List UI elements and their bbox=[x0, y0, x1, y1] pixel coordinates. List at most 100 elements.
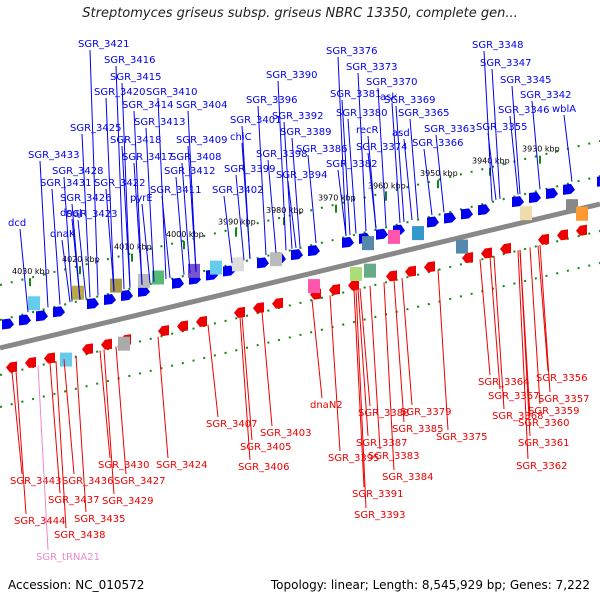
top-gene-label: ask bbox=[380, 92, 397, 103]
reverse-gene-arrow[interactable] bbox=[234, 306, 245, 318]
bottom-label-pointer bbox=[479, 259, 491, 376]
top-label-pointer bbox=[181, 162, 191, 274]
reverse-gene-arrow[interactable] bbox=[538, 233, 549, 245]
ruler-label: 3940 kbp bbox=[472, 157, 510, 166]
reverse-gene-arrow[interactable] bbox=[82, 343, 93, 355]
reverse-gene-arrow[interactable] bbox=[576, 224, 587, 236]
feature-block[interactable] bbox=[210, 260, 222, 275]
top-gene-label: SGR_3413 bbox=[134, 117, 186, 128]
reverse-gene-arrow[interactable] bbox=[6, 361, 17, 373]
reverse-gene-arrow[interactable] bbox=[196, 315, 207, 327]
top-label-pointer bbox=[235, 174, 245, 261]
forward-gene-arrow[interactable] bbox=[546, 187, 558, 199]
feature-block[interactable] bbox=[270, 252, 282, 267]
reverse-gene-arrow[interactable] bbox=[25, 357, 36, 368]
ruler-label: 3930 kbp bbox=[522, 145, 560, 154]
forward-gene-arrow[interactable] bbox=[257, 257, 269, 269]
reverse-gene-arrow[interactable] bbox=[348, 279, 359, 291]
feature-block[interactable] bbox=[110, 278, 122, 293]
forward-gene-arrow[interactable] bbox=[104, 294, 116, 306]
top-gene-label: pyrE bbox=[130, 193, 153, 204]
reverse-gene-arrow[interactable] bbox=[101, 338, 112, 350]
forward-gene-arrow[interactable] bbox=[376, 228, 388, 240]
reverse-gene-arrow[interactable] bbox=[386, 270, 397, 282]
top-label-pointer bbox=[51, 188, 61, 305]
forward-gene-arrow[interactable] bbox=[597, 176, 600, 187]
forward-gene-arrow[interactable] bbox=[87, 298, 99, 310]
bottom-label-pointer bbox=[383, 282, 395, 471]
feature-block[interactable] bbox=[362, 236, 374, 251]
top-gene-label: dnaK bbox=[50, 229, 76, 240]
forward-gene-arrow[interactable] bbox=[36, 310, 48, 322]
reverse-gene-arrow[interactable] bbox=[158, 325, 169, 337]
bottom-label-pointer bbox=[537, 245, 549, 372]
top-gene-label: SGR_3418 bbox=[110, 135, 162, 146]
reverse-gene-arrow[interactable] bbox=[500, 243, 511, 254]
reverse-gene-arrow[interactable] bbox=[557, 229, 568, 241]
reverse-gene-arrow[interactable] bbox=[253, 302, 264, 314]
forward-gene-arrow[interactable] bbox=[512, 196, 524, 208]
feature-block[interactable] bbox=[412, 226, 424, 241]
forward-gene-arrow[interactable] bbox=[2, 318, 14, 330]
forward-gene-arrow[interactable] bbox=[529, 192, 541, 204]
forward-gene-arrow[interactable] bbox=[291, 249, 303, 261]
bottom-gene-label: SGR_3362 bbox=[516, 461, 568, 472]
top-label-pointer bbox=[77, 219, 87, 299]
forward-gene-arrow[interactable] bbox=[53, 306, 65, 318]
bottom-gene-label: SGR_3435 bbox=[74, 514, 126, 525]
feature-block[interactable] bbox=[576, 206, 588, 221]
forward-gene-arrow[interactable] bbox=[563, 183, 575, 195]
forward-gene-arrow[interactable] bbox=[444, 212, 456, 224]
forward-gene-arrow[interactable] bbox=[478, 204, 490, 216]
feature-block[interactable] bbox=[72, 285, 84, 300]
reverse-gene-arrow[interactable] bbox=[424, 261, 435, 273]
bottom-label-pointer bbox=[103, 349, 115, 495]
feature-block[interactable] bbox=[388, 229, 400, 244]
reverse-gene-arrow[interactable] bbox=[177, 320, 188, 332]
top-gene-label: SGR_3428 bbox=[52, 166, 104, 177]
feature-block[interactable] bbox=[456, 239, 468, 254]
forward-gene-arrow[interactable] bbox=[121, 289, 133, 301]
reverse-gene-arrow[interactable] bbox=[329, 284, 340, 296]
top-label-pointer bbox=[81, 133, 91, 298]
reverse-gene-arrow[interactable] bbox=[44, 352, 55, 364]
ruler-label: 3980 kbp bbox=[266, 206, 304, 215]
feature-block[interactable] bbox=[308, 279, 320, 294]
feature-block[interactable] bbox=[152, 270, 164, 285]
top-gene-label: SGR_3420 bbox=[94, 87, 146, 98]
forward-gene-arrow[interactable] bbox=[461, 208, 473, 220]
feature-block[interactable] bbox=[138, 273, 150, 288]
forward-gene-arrow[interactable] bbox=[308, 245, 320, 257]
reverse-gene-arrow[interactable] bbox=[462, 252, 473, 264]
feature-block[interactable] bbox=[232, 257, 244, 272]
top-gene-label: SGR_3390 bbox=[266, 70, 318, 81]
feature-block[interactable] bbox=[566, 199, 578, 214]
forward-gene-arrow[interactable] bbox=[342, 236, 354, 248]
bottom-gene-label: dnaN2 bbox=[310, 400, 343, 411]
top-gene-label: SGR_3416 bbox=[104, 55, 156, 66]
forward-gene-arrow[interactable] bbox=[172, 277, 184, 289]
feature-block[interactable] bbox=[60, 352, 72, 367]
top-label-pointer bbox=[395, 105, 405, 222]
forward-gene-arrow[interactable] bbox=[138, 285, 150, 297]
top-label-pointer bbox=[435, 134, 445, 213]
top-label-pointer bbox=[491, 68, 501, 199]
feature-block[interactable] bbox=[188, 263, 200, 278]
bottom-gene-label: SGR_3444 bbox=[14, 516, 66, 527]
reverse-gene-arrow[interactable] bbox=[405, 265, 416, 277]
feature-block[interactable] bbox=[350, 267, 362, 281]
forward-gene-arrow[interactable] bbox=[427, 216, 439, 228]
bottom-gene-label: SGR_3385 bbox=[392, 424, 444, 435]
top-gene-label: SGR_3366 bbox=[412, 138, 464, 149]
top-gene-label: SGR_3410 bbox=[146, 87, 198, 98]
feature-block[interactable] bbox=[28, 296, 40, 311]
top-gene-label: SGR_3392 bbox=[272, 111, 324, 122]
reverse-gene-arrow[interactable] bbox=[272, 297, 283, 309]
forward-gene-arrow[interactable] bbox=[19, 314, 31, 326]
ruler-label: 3990 kbp bbox=[218, 218, 256, 227]
feature-block[interactable] bbox=[364, 263, 376, 278]
feature-block[interactable] bbox=[118, 336, 130, 351]
reverse-gene-arrow[interactable] bbox=[481, 247, 492, 259]
feature-block[interactable] bbox=[520, 206, 532, 221]
